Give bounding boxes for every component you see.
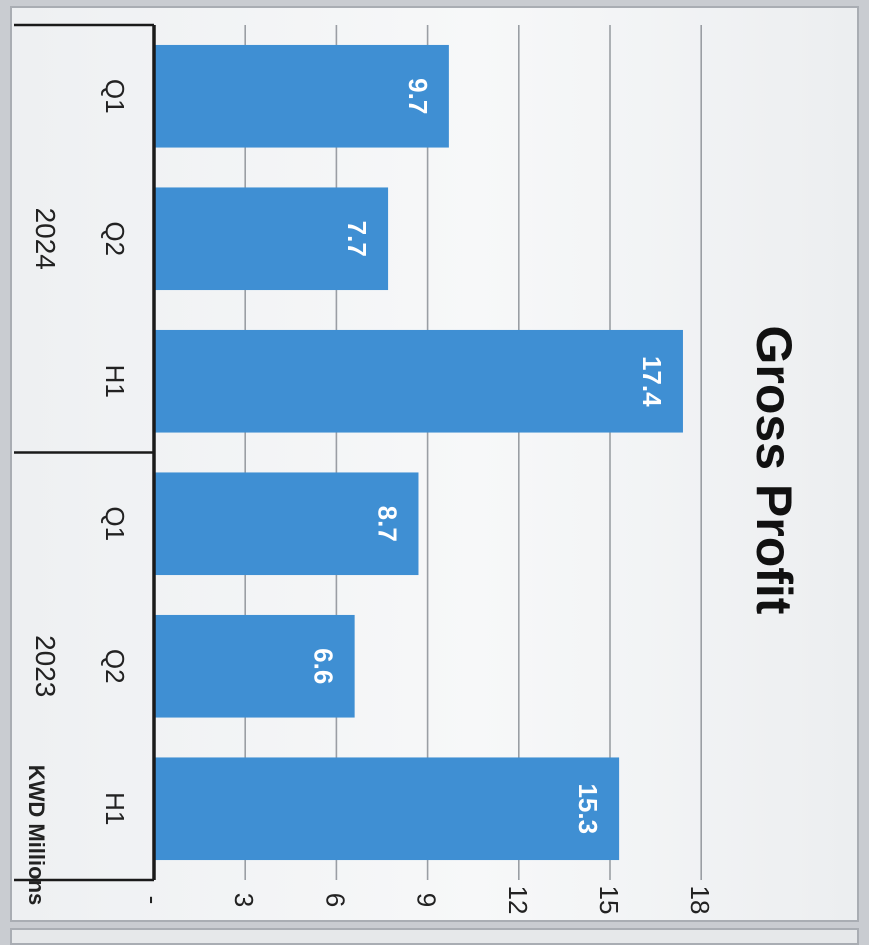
data-label: 17.4: [637, 356, 667, 407]
y-tick-label: 3: [229, 893, 259, 907]
bottom-panel-edge: [10, 928, 859, 945]
y-axis-label: KWD Millions: [24, 765, 49, 906]
category-label: H1: [100, 792, 130, 825]
y-tick-label: -: [138, 896, 168, 905]
bar-2024-Q2: [153, 187, 389, 291]
chart-title: Gross Profit: [746, 326, 802, 615]
category-label: H1: [100, 365, 130, 398]
bar-2024-Q1: [154, 44, 449, 148]
data-label: 9.7: [403, 78, 433, 114]
axes: [14, 23, 156, 882]
bar-2023-Q1: [154, 472, 419, 576]
gridlines: [244, 25, 702, 880]
group-label: 2024: [30, 208, 61, 270]
data-label: 7.7: [342, 221, 372, 257]
data-label: 8.7: [372, 506, 402, 542]
category-label: Q2: [100, 221, 130, 256]
data-label: 15.3: [573, 783, 603, 834]
y-tick-label: 9: [412, 893, 442, 907]
category-label: Q2: [100, 649, 130, 684]
bar-2024-H1: [153, 329, 683, 433]
group-label: 2023: [30, 635, 61, 697]
labels: - 3 6 9 12 15 18 9.7 Q1 7.7 Q2 17.4 H1 2024 8.7 Q1 6.6 Q2…: [30, 78, 715, 914]
bars: [153, 44, 683, 861]
y-tick-label: 6: [320, 893, 350, 907]
data-label: 6.6: [309, 648, 339, 684]
category-label: Q1: [100, 79, 130, 114]
bar-2023-Q2: [154, 614, 355, 718]
y-tick-label: 15: [594, 886, 624, 915]
category-label: Q1: [100, 506, 130, 541]
bar-2023-H1: [154, 757, 620, 861]
y-tick-label: 12: [503, 886, 533, 915]
y-tick-label: 18: [685, 886, 715, 915]
